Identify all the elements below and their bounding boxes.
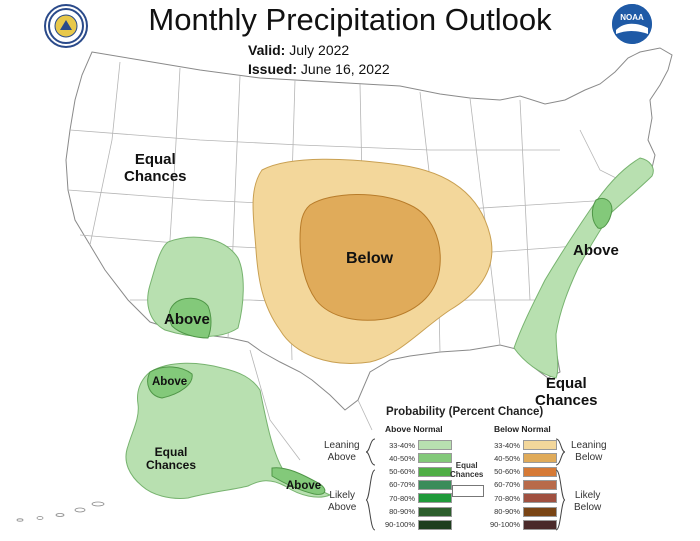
legend-above-range-label: 70-80%	[389, 493, 415, 503]
mexico-border	[249, 349, 301, 461]
legend-likely-above: Likely Above	[328, 490, 357, 513]
legend-above-range-label: 50-60%	[389, 467, 415, 477]
alaska-above-40-50-north	[147, 366, 193, 399]
label-alaska-north-above: Above	[152, 376, 188, 388]
page-title: Monthly Precipitation Outlook	[148, 2, 552, 37]
legend-above-swatch	[418, 453, 452, 464]
legend-below-row: 70-80%	[488, 492, 557, 504]
commerce-seal-icon	[44, 4, 88, 48]
alaska-above-40-50-south	[271, 467, 326, 495]
valid-value: July 2022	[289, 42, 350, 58]
legend-below-range-label: 40-50%	[494, 453, 520, 463]
legend-below-swatch	[523, 479, 557, 490]
label-alaska-south-above: Above	[286, 480, 322, 492]
legend-below-swatch	[523, 466, 557, 477]
below-40-50-region	[299, 194, 441, 321]
legend-below-header: Below Normal	[494, 424, 551, 434]
legend-above-swatch	[418, 519, 452, 530]
legend-below-range-label: 50-60%	[494, 467, 520, 477]
above-33-40-east	[513, 157, 654, 379]
legend-above-row: 80-90%	[383, 506, 452, 518]
legend-below-row: 40-50%	[488, 452, 557, 464]
above-40-50-east	[591, 197, 613, 229]
legend-leaning-below: Leaning Below	[571, 440, 607, 463]
legend-below-range-label: 33-40%	[494, 440, 520, 450]
legend-above-range-label: 80-90%	[389, 507, 415, 516]
legend-above-swatch	[418, 506, 452, 517]
label-east-above: Above	[573, 242, 619, 259]
legend-equal-chances: Equal Chances	[450, 461, 484, 480]
above-40-50-southwest	[168, 297, 212, 339]
legend-above-range-label: 90-100%	[384, 520, 415, 530]
legend-below-swatch	[523, 519, 557, 530]
issued-value: June 16, 2022	[300, 61, 390, 77]
legend-above-swatch	[418, 466, 452, 477]
legend-below-range-label: 70-80%	[494, 493, 520, 503]
legend-below-swatch	[523, 506, 557, 517]
issued-line: Issued: June 16, 2022	[248, 61, 390, 77]
legend-leaning-above: Leaning Above	[324, 440, 360, 463]
noaa-text: NOAA	[620, 13, 644, 22]
legend-below-swatch	[523, 493, 557, 504]
legend-above-swatch	[418, 440, 452, 450]
legend-below-range-label: 60-70%	[494, 480, 520, 490]
valid-line: Valid: July 2022	[248, 42, 349, 58]
legend-above-swatch	[418, 493, 452, 504]
legend-below-range-label: 90-100%	[489, 520, 520, 530]
legend-below-swatch	[523, 453, 557, 464]
legend-above-range-label: 40-50%	[389, 453, 415, 463]
aleutian-islands	[16, 501, 105, 522]
legend-below-row: 33-40%	[488, 439, 557, 451]
label-central-below: Below	[346, 250, 394, 267]
legend-above-row: 90-100%	[383, 519, 452, 531]
legend-below-row: 90-100%	[488, 519, 557, 531]
legend-above-range-label: 60-70%	[389, 480, 415, 490]
label-southeast-equal-chances: Equal Chances	[535, 375, 598, 409]
label-alaska-equal-chances: Equal Chances	[146, 445, 197, 473]
gulf-coast	[357, 399, 373, 431]
issued-label: Issued:	[248, 61, 298, 77]
alaska-landmass	[125, 362, 332, 499]
legend-above-swatch	[418, 479, 452, 490]
valid-label: Valid:	[248, 42, 286, 58]
legend-above-row: 50-60%	[383, 466, 452, 478]
legend-title: Probability (Percent Chance)	[386, 406, 544, 418]
legend-above-row: 60-70%	[383, 479, 452, 491]
legend-below-swatch	[523, 440, 557, 450]
legend-above-row: 33-40%	[383, 439, 452, 451]
legend-above-header: Above Normal	[385, 424, 443, 434]
legend-below-row: 60-70%	[488, 479, 557, 491]
legend-above-range-label: 33-40%	[389, 440, 415, 450]
legend-below-row: 80-90%	[488, 506, 557, 518]
noaa-logo-icon: NOAA	[612, 4, 652, 44]
legend-equal-swatch	[452, 485, 484, 497]
legend-above-row: 70-80%	[383, 492, 452, 504]
label-west-equal-chances: Equal Chances	[124, 151, 187, 185]
legend-below-range-label: 80-90%	[494, 507, 520, 516]
legend-below-row: 50-60%	[488, 466, 557, 478]
legend-likely-below: Likely Below	[574, 490, 602, 513]
label-southwest-above: Above	[164, 311, 210, 328]
legend-above-row: 40-50%	[383, 452, 452, 464]
